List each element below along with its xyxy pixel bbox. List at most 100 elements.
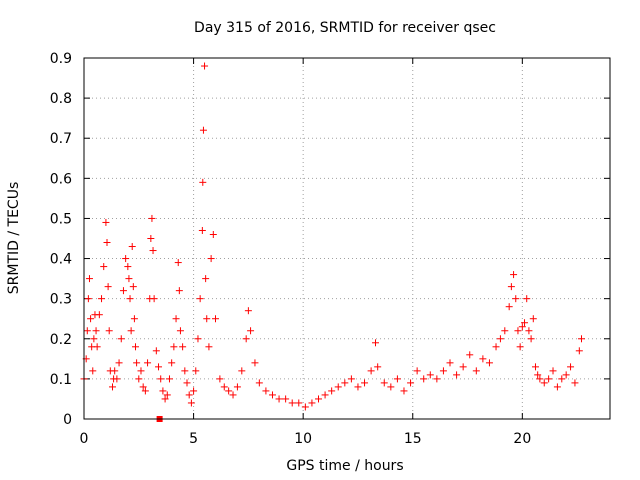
data-point xyxy=(127,327,135,335)
data-point xyxy=(152,347,160,355)
axis-ticks: 0 0.1 0.2 0.3 0.4 0.5 0.6 0.7 0.8 0.9 0 5 10 15 20 xyxy=(50,51,610,447)
data-point xyxy=(126,295,134,303)
data-point xyxy=(111,367,119,375)
data-point xyxy=(198,226,206,234)
data-point xyxy=(108,383,116,391)
data-point xyxy=(321,391,329,399)
data-point xyxy=(85,275,93,283)
data-point xyxy=(150,295,158,303)
grid xyxy=(84,58,610,419)
data-point xyxy=(361,379,369,387)
data-point xyxy=(295,399,303,407)
y-tick-label: 0.4 xyxy=(50,252,72,268)
data-point xyxy=(129,283,137,291)
data-point xyxy=(466,351,474,359)
data-point xyxy=(514,327,522,335)
data-points xyxy=(80,62,586,422)
data-point xyxy=(170,343,178,351)
data-point xyxy=(540,379,548,387)
y-tick-label: 0.1 xyxy=(50,372,72,388)
data-point xyxy=(157,375,165,383)
data-point xyxy=(183,379,191,387)
y-tick-label: 0.7 xyxy=(50,131,72,147)
y-axis-label: SRMTID / TECUs xyxy=(6,182,22,295)
data-point xyxy=(132,343,140,351)
data-point xyxy=(119,287,127,295)
data-point xyxy=(578,335,586,343)
data-point xyxy=(479,355,487,363)
data-point xyxy=(161,395,169,403)
data-point xyxy=(202,275,210,283)
data-point xyxy=(433,375,441,383)
data-point xyxy=(196,295,204,303)
data-point xyxy=(179,343,187,351)
data-point xyxy=(553,383,561,391)
data-point xyxy=(122,255,130,263)
data-point xyxy=(567,363,575,371)
x-tick-label: 0 xyxy=(80,431,89,447)
data-point xyxy=(501,327,509,335)
data-point xyxy=(148,214,156,222)
data-point xyxy=(209,230,217,238)
data-point xyxy=(549,367,557,375)
data-point xyxy=(251,359,259,367)
data-point xyxy=(534,371,542,379)
data-point xyxy=(518,323,526,331)
data-point xyxy=(133,359,141,367)
data-point xyxy=(268,391,276,399)
data-point xyxy=(203,315,211,323)
data-point xyxy=(192,367,200,375)
data-point xyxy=(485,359,493,367)
data-point xyxy=(341,379,349,387)
data-point xyxy=(512,295,520,303)
data-point xyxy=(420,375,428,383)
data-point xyxy=(446,359,454,367)
data-point xyxy=(83,327,91,335)
data-point xyxy=(413,367,421,375)
data-point xyxy=(207,255,215,263)
data-point xyxy=(159,387,167,395)
y-tick-label: 0.6 xyxy=(50,171,72,187)
data-point xyxy=(531,363,539,371)
data-point xyxy=(115,359,123,367)
data-point xyxy=(175,287,183,295)
data-point xyxy=(100,263,108,271)
data-point xyxy=(144,359,152,367)
data-point xyxy=(426,371,434,379)
data-point xyxy=(205,343,213,351)
data-point xyxy=(141,387,149,395)
data-point xyxy=(102,218,110,226)
data-point xyxy=(199,126,207,134)
data-point xyxy=(496,335,504,343)
data-point xyxy=(104,283,112,291)
data-point xyxy=(529,315,537,323)
data-point xyxy=(516,343,524,351)
data-point xyxy=(288,399,296,407)
data-point xyxy=(505,303,513,311)
y-tick-label: 0.5 xyxy=(50,211,72,227)
data-point xyxy=(135,375,143,383)
y-tick-label: 0.3 xyxy=(50,292,72,308)
data-point xyxy=(201,62,209,70)
data-point xyxy=(225,387,233,395)
data-point xyxy=(187,399,195,407)
data-point xyxy=(453,371,461,379)
y-tick-label: 0 xyxy=(63,412,72,428)
data-point xyxy=(124,263,132,271)
data-point xyxy=(275,395,283,403)
data-point xyxy=(247,327,255,335)
data-point xyxy=(525,327,533,335)
data-point xyxy=(194,335,202,343)
data-point xyxy=(308,399,316,407)
data-point xyxy=(233,383,241,391)
data-point xyxy=(149,247,157,255)
data-point xyxy=(400,387,408,395)
data-point xyxy=(98,295,106,303)
data-point xyxy=(328,387,336,395)
data-point xyxy=(507,283,515,291)
data-point xyxy=(393,375,401,383)
data-point xyxy=(95,311,103,319)
data-point xyxy=(558,375,566,383)
data-point xyxy=(89,367,97,375)
data-point xyxy=(113,375,121,383)
